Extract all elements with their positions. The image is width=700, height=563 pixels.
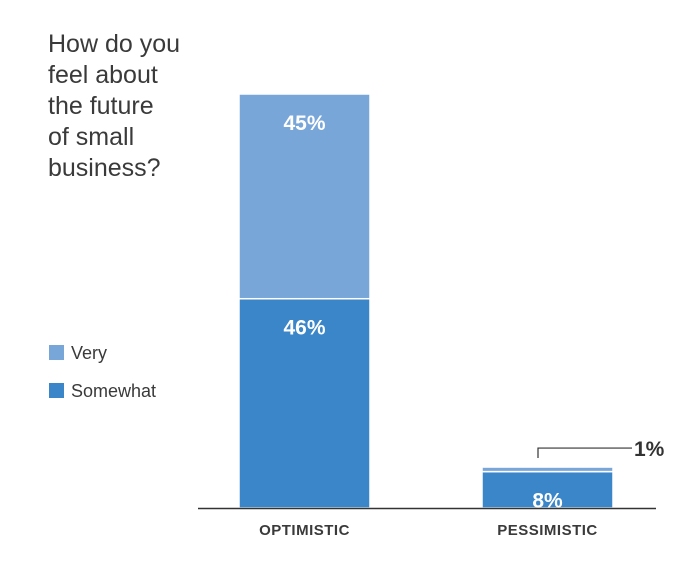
chart-title-line: business? [48, 154, 161, 182]
chart-title-line: feel about [48, 61, 158, 89]
bar-segment-pessimistic-very [481, 466, 614, 473]
data-label-pessimistic-very: 1% [634, 438, 665, 461]
chart-title-line: of small [48, 123, 134, 151]
data-label-pessimistic-somewhat: 8% [532, 490, 563, 513]
chart-title-line: How do you [48, 30, 180, 58]
category-labels: OPTIMISTIC PESSIMISTIC [259, 522, 598, 539]
legend: Very Somewhat [49, 343, 156, 401]
chart-title: How do you feel about the future of small bu… [48, 30, 180, 182]
data-label-optimistic-somewhat: 46% [283, 317, 325, 340]
legend-label-somewhat: Somewhat [71, 381, 156, 401]
data-label-optimistic-very: 45% [283, 112, 325, 135]
legend-label-very: Very [71, 343, 107, 363]
bars: 46% 45% 8% 1% [238, 93, 665, 513]
legend-swatch-somewhat [49, 383, 64, 398]
callout-leader-line [537, 447, 632, 459]
chart-title-line: the future [48, 92, 154, 120]
bar-segment-optimistic-somewhat [238, 297, 371, 509]
x-tick-label-optimistic: OPTIMISTIC [259, 522, 350, 539]
bar-segment-optimistic-very [238, 93, 371, 300]
x-tick-label-pessimistic: PESSIMISTIC [497, 522, 598, 539]
legend-swatch-very [49, 345, 64, 360]
